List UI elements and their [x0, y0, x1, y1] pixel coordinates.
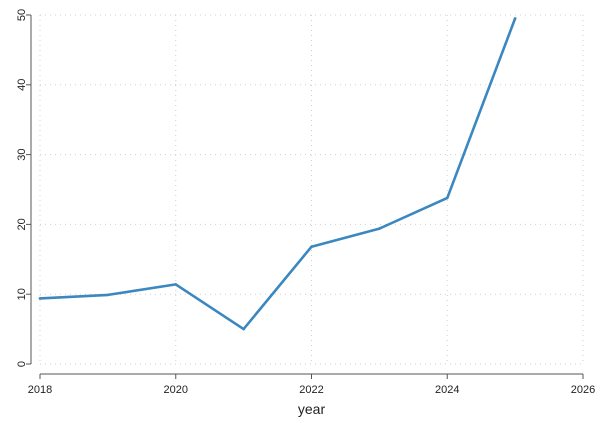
grid-lines — [39, 14, 584, 365]
data-point — [378, 227, 381, 230]
y-tick-label: 50 — [16, 9, 28, 21]
x-tick-label: 2022 — [299, 384, 323, 396]
x-tick-label: 2018 — [28, 384, 52, 396]
data-point — [445, 196, 449, 200]
data-point — [242, 327, 245, 331]
x-axis-title: year — [298, 401, 326, 417]
data-point — [174, 283, 178, 286]
data-point — [513, 17, 517, 20]
data-point — [38, 297, 42, 300]
x-tick-label: 2024 — [435, 384, 459, 396]
y-tick-label: 0 — [16, 361, 28, 367]
y-tick-label: 10 — [16, 288, 28, 300]
series-line — [38, 17, 517, 331]
ticks: 0 10 20 30 40 50 2018 2020 2022 2024 2026 — [16, 9, 595, 396]
y-tick-label: 40 — [16, 79, 28, 91]
data-point — [106, 293, 110, 297]
y-tick-label: 20 — [16, 218, 28, 230]
data-point — [310, 245, 313, 249]
x-tick-label: 2026 — [571, 384, 595, 396]
series — [38, 17, 517, 331]
x-tick-label: 2020 — [164, 384, 188, 396]
y-tick-label: 30 — [16, 148, 28, 160]
axes — [30, 15, 583, 375]
